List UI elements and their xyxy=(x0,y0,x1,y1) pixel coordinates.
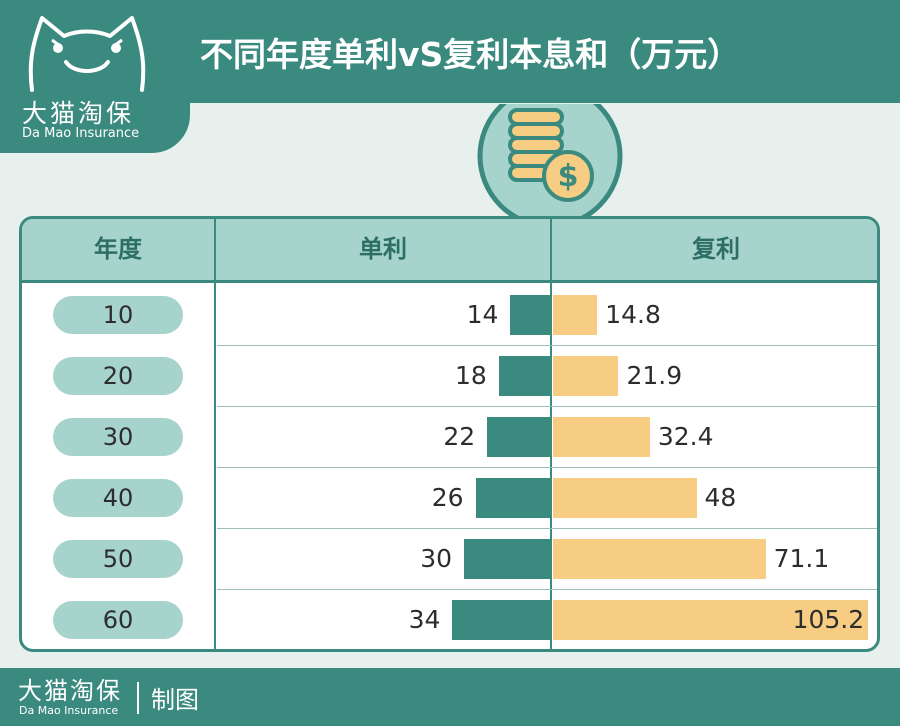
year-label: 40 xyxy=(53,478,183,517)
simple-interest-value: 30 xyxy=(420,543,452,573)
footer-brand-cn: 大猫淘保 xyxy=(18,677,122,705)
simple-interest-value: 18 xyxy=(454,360,487,390)
header-simple: 单利 xyxy=(359,235,407,263)
row-divider xyxy=(217,345,877,346)
compound-interest-bar xyxy=(553,416,650,457)
header-divider xyxy=(214,219,216,280)
chart-title: 不同年度单利vS复利本息和（万元） xyxy=(200,35,741,74)
year-label: 50 xyxy=(53,539,183,578)
compound-interest-value: 105.2 xyxy=(792,604,865,634)
compound-interest-bar xyxy=(553,599,868,640)
header-year: 年度 xyxy=(94,235,142,263)
header-divider xyxy=(550,219,552,280)
simple-interest-value: 14 xyxy=(466,299,499,329)
footer-made-by: 制图 xyxy=(151,686,199,714)
brand-name-cn: 大猫淘保 xyxy=(22,99,135,128)
footer-brand-en: Da Mao Insurance xyxy=(19,704,119,717)
table-header-row: 年度 单利 复利 xyxy=(22,219,877,283)
simple-interest-value: 26 xyxy=(431,482,464,512)
svg-text:$: $ xyxy=(558,159,579,194)
footer-band: 大猫淘保 Da Mao Insurance 制图 xyxy=(0,668,900,726)
compound-interest-bar xyxy=(553,477,697,518)
compound-interest-bar xyxy=(553,355,619,396)
simple-interest-value: 22 xyxy=(443,421,476,451)
simple-interest-bar xyxy=(475,477,551,518)
compound-interest-value: 32.4 xyxy=(657,421,714,451)
cat-logo-icon xyxy=(28,16,146,92)
comparison-table: 年度 单利 复利 10 14 14.8 20 18 21.9 30 22 32.4 40 26 48 5… xyxy=(19,216,880,652)
brand-name-en: Da Mao Insurance xyxy=(22,126,140,141)
compound-interest-bar xyxy=(553,538,766,579)
header-compound: 复利 xyxy=(692,235,740,263)
row-divider xyxy=(217,528,877,529)
simple-interest-bar xyxy=(498,355,551,396)
compound-interest-bar xyxy=(553,294,598,335)
simple-interest-value: 34 xyxy=(408,604,441,634)
year-label: 30 xyxy=(53,417,183,456)
simple-interest-bar xyxy=(487,416,551,457)
coins-dollar-icon: $ xyxy=(477,104,623,216)
simple-interest-bar xyxy=(464,538,551,579)
row-divider xyxy=(217,467,877,468)
compound-interest-value: 71.1 xyxy=(773,543,830,573)
simple-interest-bar xyxy=(452,599,551,640)
row-divider xyxy=(217,589,877,590)
simple-interest-bar xyxy=(510,294,551,335)
compound-interest-value: 48 xyxy=(704,482,737,512)
footer-separator xyxy=(137,682,139,714)
compound-interest-value: 21.9 xyxy=(626,360,683,390)
brand-logo: 大猫淘保 Da Mao Insurance xyxy=(0,0,190,153)
compound-interest-value: 14.8 xyxy=(605,299,661,329)
year-label: 10 xyxy=(53,295,183,334)
year-label: 20 xyxy=(53,356,183,395)
column-divider xyxy=(214,283,216,649)
center-axis-divider xyxy=(550,283,552,649)
year-label: 60 xyxy=(53,600,183,639)
row-divider xyxy=(217,406,877,407)
